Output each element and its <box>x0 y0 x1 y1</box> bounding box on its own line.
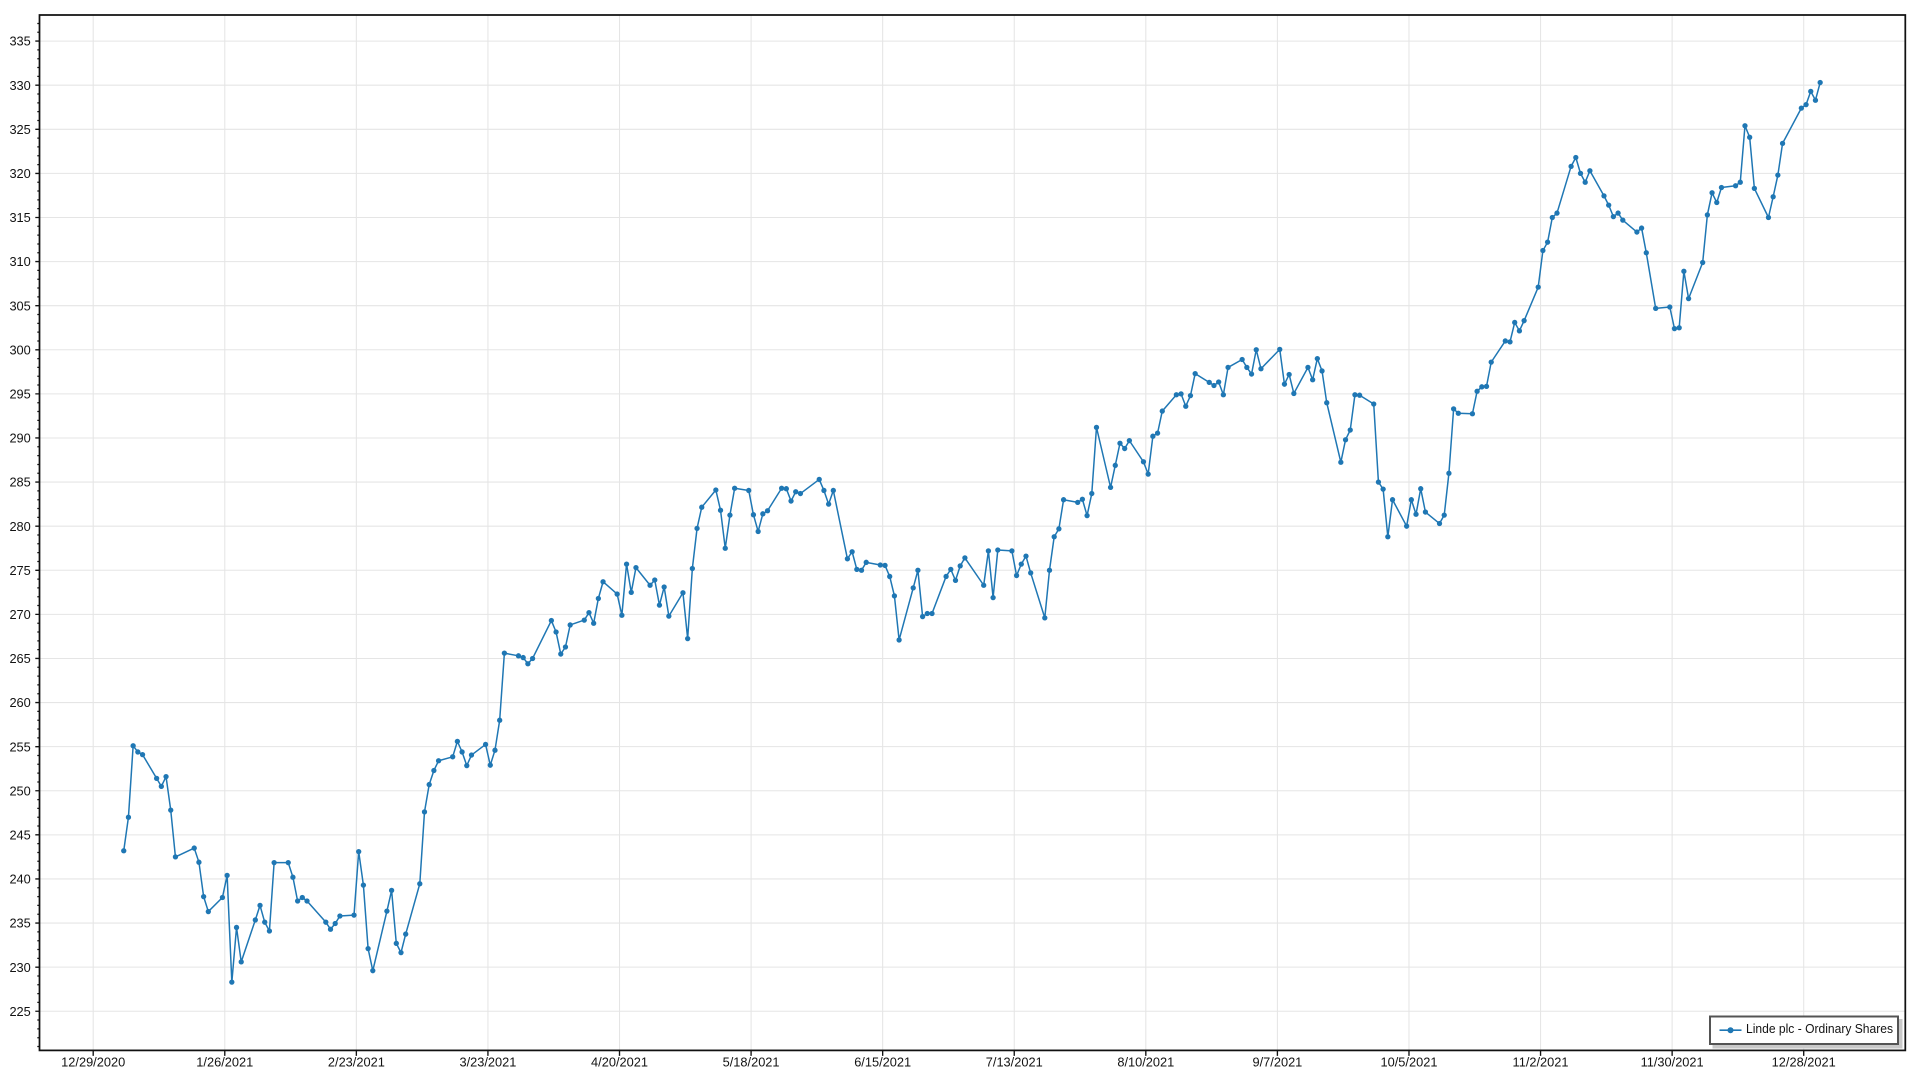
svg-text:255: 255 <box>9 739 30 754</box>
svg-text:245: 245 <box>9 827 30 842</box>
svg-text:7/13/2021: 7/13/2021 <box>986 1055 1043 1070</box>
svg-text:12/28/2021: 12/28/2021 <box>1772 1055 1836 1070</box>
svg-text:225: 225 <box>9 1004 30 1019</box>
svg-text:320: 320 <box>9 166 30 181</box>
svg-text:325: 325 <box>9 122 30 137</box>
svg-text:335: 335 <box>9 34 30 49</box>
svg-text:10/5/2021: 10/5/2021 <box>1381 1055 1438 1070</box>
svg-text:1/26/2021: 1/26/2021 <box>196 1055 253 1070</box>
svg-text:6/15/2021: 6/15/2021 <box>854 1055 911 1070</box>
svg-text:8/10/2021: 8/10/2021 <box>1117 1055 1174 1070</box>
svg-text:300: 300 <box>9 342 30 357</box>
svg-text:9/7/2021: 9/7/2021 <box>1252 1055 1302 1070</box>
svg-text:250: 250 <box>9 783 30 798</box>
svg-text:305: 305 <box>9 298 30 313</box>
svg-text:11/2/2021: 11/2/2021 <box>1513 1055 1569 1070</box>
svg-text:11/30/2021: 11/30/2021 <box>1641 1055 1704 1070</box>
svg-text:330: 330 <box>9 78 30 93</box>
svg-text:235: 235 <box>9 916 30 931</box>
svg-text:5/18/2021: 5/18/2021 <box>723 1055 780 1070</box>
svg-text:3/23/2021: 3/23/2021 <box>459 1055 516 1070</box>
svg-text:265: 265 <box>9 651 30 666</box>
svg-text:310: 310 <box>9 254 30 269</box>
svg-text:290: 290 <box>9 431 30 446</box>
svg-text:280: 280 <box>9 519 30 534</box>
svg-text:230: 230 <box>9 960 30 975</box>
svg-text:12/29/2020: 12/29/2020 <box>61 1055 125 1070</box>
svg-text:285: 285 <box>9 475 30 490</box>
svg-text:295: 295 <box>9 386 30 401</box>
svg-text:275: 275 <box>9 563 30 578</box>
svg-text:2/23/2021: 2/23/2021 <box>328 1055 385 1070</box>
svg-text:260: 260 <box>9 695 30 710</box>
svg-text:240: 240 <box>9 872 30 887</box>
svg-text:Linde plc - Ordinary Shares: Linde plc - Ordinary Shares <box>1746 1021 1893 1036</box>
svg-text:270: 270 <box>9 607 30 622</box>
svg-text:4/20/2021: 4/20/2021 <box>591 1055 648 1070</box>
svg-text:315: 315 <box>9 210 30 225</box>
